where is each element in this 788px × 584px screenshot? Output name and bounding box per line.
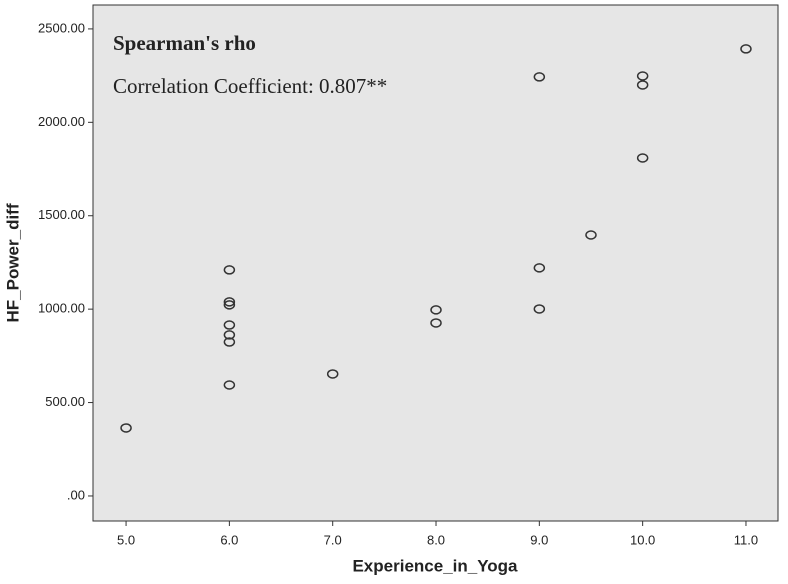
x-tick-label: 6.0: [220, 532, 238, 547]
point: [636, 153, 649, 163]
y-tick-label: 1000.00: [38, 301, 85, 316]
x-tick-label: 8.0: [427, 532, 445, 547]
y-axis-label: HF_Power_diff: [3, 203, 22, 322]
y-tick-label: 2000.00: [38, 114, 85, 129]
point: [533, 304, 546, 314]
y-tick-label: .00: [67, 487, 85, 502]
point: [223, 337, 236, 347]
point: [636, 80, 649, 90]
point: [430, 305, 442, 315]
x-tick-label: 11.0: [734, 532, 758, 547]
point: [326, 369, 339, 379]
point: [430, 318, 442, 328]
point: [223, 330, 236, 340]
plot-area: [92, 4, 779, 522]
x-axis-label: Experience_in_Yoga: [352, 556, 518, 575]
x-tick-label: 9.0: [530, 532, 548, 547]
point: [636, 71, 649, 81]
point: [533, 263, 546, 273]
x-tick-label: 10.0: [630, 532, 655, 547]
point: [223, 297, 236, 307]
point: [740, 44, 752, 54]
point: [223, 320, 236, 330]
point: [223, 300, 236, 310]
point: [585, 230, 597, 240]
y-tick-label: 2500.00: [38, 20, 85, 35]
point: [223, 380, 236, 390]
point: [120, 423, 132, 433]
point: [533, 72, 546, 82]
y-tick-label: 500.00: [45, 394, 85, 409]
annotation: Correlation Coefficient: 0.807**: [113, 74, 387, 98]
point: [223, 265, 236, 275]
annotation: Spearman's rho: [113, 31, 256, 55]
y-tick-label: 1500.00: [38, 207, 85, 222]
x-tick-label: 5.0: [117, 532, 135, 547]
x-tick-label: 7.0: [324, 532, 342, 547]
